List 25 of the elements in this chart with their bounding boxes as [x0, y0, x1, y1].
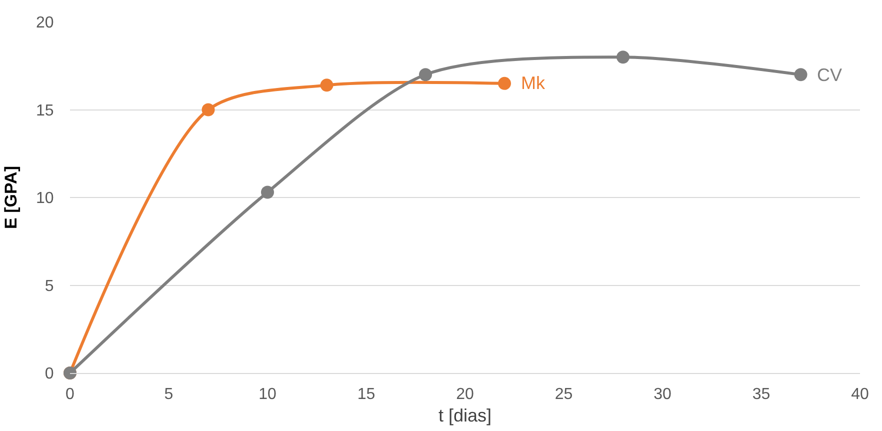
x-tick-label: 35 [752, 386, 770, 404]
y-tick-label: 15 [36, 102, 54, 120]
x-axis-title: t [dias] [438, 405, 492, 426]
y-axis-title: E [GPA] [2, 166, 21, 229]
x-tick-label: 25 [554, 386, 573, 404]
point [794, 68, 808, 82]
point [419, 68, 432, 82]
y-tick-label: 5 [44, 278, 54, 295]
series-label: Mk [521, 73, 546, 93]
point [320, 78, 334, 92]
x-tick-label: 5 [164, 386, 174, 404]
x-tick-label: 40 [851, 386, 869, 404]
x-tick-label: 10 [258, 386, 276, 404]
y-tick-label: 20 [36, 14, 54, 32]
point [616, 50, 630, 64]
point [261, 186, 274, 199]
x-tick-label: 20 [456, 386, 474, 404]
point [202, 103, 215, 116]
x-tick-label: 0 [66, 386, 75, 404]
x-tick-label: 30 [654, 386, 672, 404]
x-tick-label: 15 [357, 386, 376, 404]
y-tick-label: 10 [36, 190, 54, 208]
series-label: CV [817, 65, 842, 85]
y-tick-label: 0 [44, 366, 54, 383]
point [498, 76, 511, 90]
